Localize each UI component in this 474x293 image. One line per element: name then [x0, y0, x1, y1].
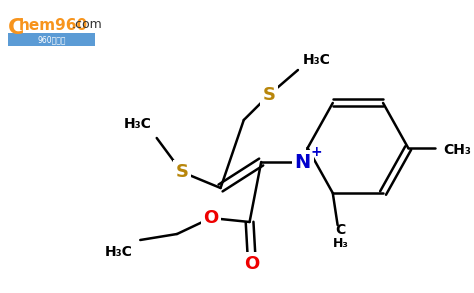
- FancyBboxPatch shape: [8, 33, 95, 46]
- Text: CH₃: CH₃: [443, 143, 471, 157]
- Text: hem960: hem960: [18, 18, 88, 33]
- Text: S: S: [175, 163, 188, 181]
- Text: C: C: [336, 223, 346, 237]
- Text: .com: .com: [72, 18, 102, 32]
- Text: O: O: [244, 255, 259, 273]
- Text: O: O: [203, 209, 219, 227]
- Text: H₃: H₃: [333, 236, 348, 250]
- Text: H₃C: H₃C: [303, 53, 331, 67]
- Text: S: S: [263, 86, 275, 104]
- Text: C: C: [8, 18, 24, 38]
- Text: H₃C: H₃C: [105, 245, 133, 259]
- Text: H₃C: H₃C: [124, 117, 152, 131]
- Text: N: N: [295, 152, 311, 171]
- Text: 960化工网: 960化工网: [37, 35, 65, 45]
- Text: +: +: [310, 145, 322, 159]
